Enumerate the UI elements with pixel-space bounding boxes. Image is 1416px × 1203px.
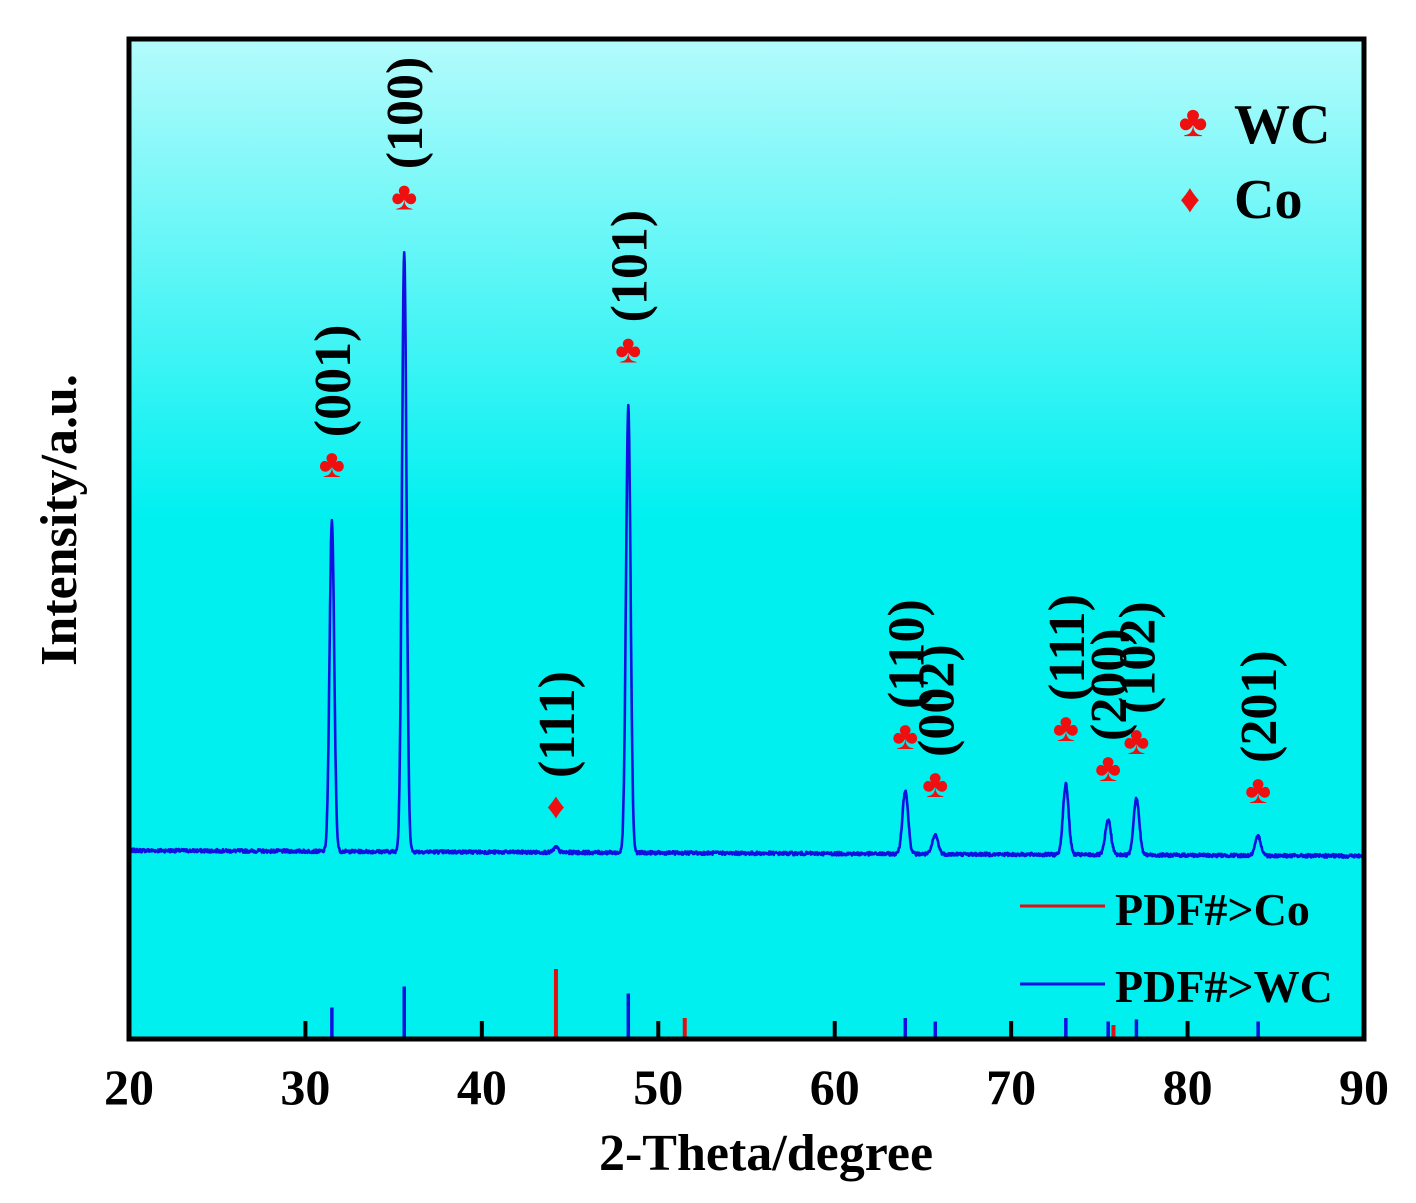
reference-legend: PDF#>Co PDF#>WC [1020,884,1333,1012]
peak-hkl-label: (100) [377,57,434,170]
wc-peak-marker: ♣ [615,326,641,371]
peak-hkl-label: (200) [1081,628,1138,741]
x-tick-label: 60 [810,1059,860,1115]
x-tick-label: 40 [457,1059,507,1115]
x-tick-labels: 20 30 40 50 60 70 80 90 [104,1059,1389,1115]
wc-peak-marker: ♣ [319,441,345,486]
x-tick-label: 80 [1163,1059,1213,1115]
wc-peak-marker: ♣ [1245,767,1271,812]
wc-legend-symbol: ♣ [1179,97,1208,146]
wc-peak-marker: ♣ [1095,745,1121,790]
x-tick-label: 20 [104,1059,154,1115]
peak-hkl-label: (201) [1231,650,1288,763]
peak-hkl-label: (111) [1039,594,1096,701]
plot-background [129,39,1364,1039]
plot-frame [126,36,1367,1042]
wc-peak-marker: ♣ [391,173,417,218]
x-tick-label: 50 [633,1059,683,1115]
y-axis-label: Intensity/a.u. [31,374,88,666]
x-axis-label: 2-Theta/degree [599,1125,933,1182]
wc-peak-marker: ♣ [922,761,948,806]
wc-peak-marker: ♣ [892,713,918,758]
peak-hkl-label: (001) [305,325,362,438]
x-tick-label: 70 [986,1059,1036,1115]
phase-legend: ♣ WC ♦ Co [1179,94,1331,231]
peak-markers: ♣♣♦♣♣♣♣♣♣♣ [319,173,1271,826]
peak-hkl-label: (002) [908,644,965,757]
peak-hkl-label: (111) [529,671,586,778]
peak-hkl-labels: (001)(100)(111)(101)(110)(002) (111)(200)… [305,57,1288,778]
wc-legend-label: WC [1234,94,1330,156]
peak-hkl-label: (101) [601,210,658,323]
co-ref-legend-label: PDF#>Co [1115,884,1310,935]
peak-hkl-label: (102) [1109,601,1166,714]
co-peak-marker: ♦ [547,786,565,826]
wc-peak-marker: ♣ [1053,705,1079,750]
co-legend-symbol: ♦ [1180,176,1200,221]
co-legend-label: Co [1234,169,1302,231]
wc-peak-marker: ♣ [1123,718,1149,763]
x-tick-label: 30 [280,1059,330,1115]
xrd-pattern-line [129,251,1364,859]
x-tick-label: 90 [1339,1059,1389,1115]
peak-hkl-label: (110) [878,599,935,709]
wc-ref-legend-label: PDF#>WC [1115,961,1333,1012]
